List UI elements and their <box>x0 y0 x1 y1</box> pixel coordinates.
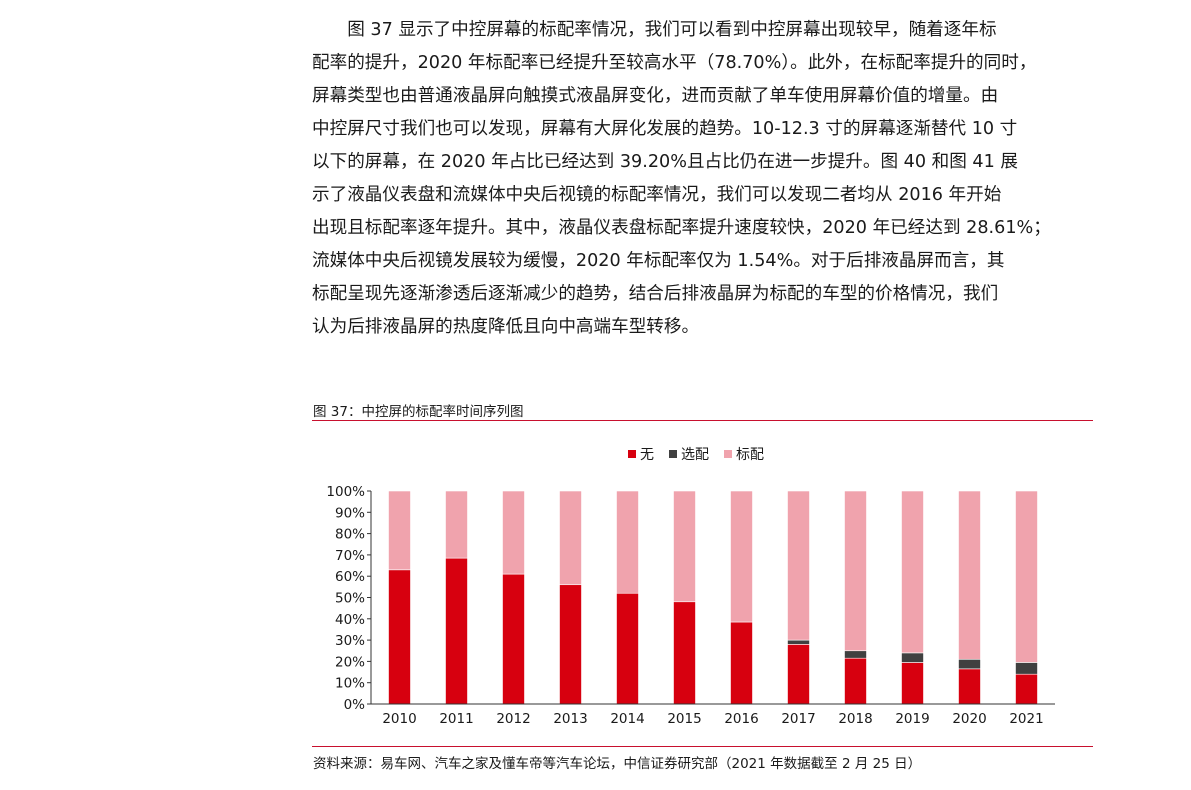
x-tick-label: 2011 <box>439 711 473 727</box>
x-tick-label: 2017 <box>781 711 815 727</box>
bar-segment-选配 <box>844 650 867 659</box>
figure-title: 图 37：中控屏的标配率时间序列图 <box>313 404 524 420</box>
figure-top-rule <box>312 420 1093 421</box>
paragraph-line: 屏幕类型也由普通液晶屏向触摸式液晶屏变化，进而贡献了单车使用屏幕价值的增量。由 <box>312 86 999 106</box>
y-tick-label: 30% <box>335 633 365 649</box>
bar-segment-标配 <box>445 490 468 559</box>
bar-stack-2012 <box>502 490 525 705</box>
figure-source: 资料来源：易车网、汽车之家及懂车帝等汽车论坛，中信证券研究部（2021 年数据截… <box>313 756 922 772</box>
x-tick-label: 2018 <box>838 711 872 727</box>
bar-stack-2014 <box>616 490 639 705</box>
legend-swatch <box>724 450 732 458</box>
bar-segment-无 <box>559 584 582 705</box>
y-tick-label: 100% <box>326 484 365 500</box>
legend-label: 标配 <box>736 447 764 463</box>
legend-swatch <box>628 450 636 458</box>
stacked-bar-chart: 无选配 标配 0%10%20%30%40%50%60%70%80%90%100% … <box>326 447 1055 727</box>
y-tick-label: 80% <box>335 527 365 543</box>
x-tick-label: 2015 <box>667 711 701 727</box>
y-tick-label: 20% <box>335 654 365 670</box>
bar-stack-2017 <box>787 490 810 705</box>
y-tick-label: 40% <box>335 612 365 628</box>
x-axis: 2010 2011 2012 2013 2014 2015 2016 2017 2018 2019… <box>371 703 1055 727</box>
bar-segment-无 <box>787 644 810 705</box>
bar-segment-标配 <box>388 490 411 571</box>
bar-segment-无 <box>673 601 696 705</box>
paragraph-line: 示了液晶仪表盘和流媒体中央后视镜的标配率情况，我们可以发现二者均从 2016 年… <box>312 185 1002 205</box>
bar-segment-无 <box>388 569 411 705</box>
bar-segment-无 <box>901 662 924 705</box>
x-tick-label: 2019 <box>895 711 929 727</box>
bar-stack-2019 <box>901 490 924 705</box>
legend-label: 选配 <box>681 447 709 463</box>
bar-segment-选配 <box>901 652 924 663</box>
bar-segment-标配 <box>901 490 924 654</box>
bar-segment-选配 <box>958 658 981 670</box>
bar-segment-标配 <box>958 490 981 660</box>
bar-stack-2018 <box>844 490 867 705</box>
paragraph-line: 配率的提升，2020 年标配率已经提升至较高水平（78.70%）。此外，在标配率… <box>312 53 1037 73</box>
paragraph-line: 认为后排液晶屏的热度降低且向中高端车型转移。 <box>312 317 700 337</box>
bar-segment-无 <box>1015 673 1038 705</box>
figure-bottom-rule <box>312 746 1093 747</box>
x-tick-label: 2013 <box>553 711 587 727</box>
y-axis: 0% 10% 20% 30% 40% 50% 60% 70% 80% 90% 100% <box>326 484 372 713</box>
body-paragraph: 图 37 显示了中控屏幕的标配率情况，我们可以看到中控屏幕出现较早，随着逐年标 … <box>312 14 1092 344</box>
x-tick-label: 2016 <box>724 711 758 727</box>
paragraph-line: 流媒体中央后视镜发展较为缓慢，2020 年标配率仅为 1.54%。对于后排液晶屏… <box>312 251 1005 271</box>
y-tick-label: 60% <box>335 569 365 585</box>
paragraph-line: 出现且标配率逐年提升。其中，液晶仪表盘标配率提升速度较快，2020 年已经达到 … <box>312 218 1051 238</box>
x-tick-label: 2012 <box>496 711 530 727</box>
bar-segment-标配 <box>730 490 753 623</box>
bar-segment-标配 <box>1015 490 1038 663</box>
bar-segment-标配 <box>787 490 810 641</box>
bar-stack-2013 <box>559 490 582 705</box>
bar-stack-2021 <box>1015 490 1038 705</box>
bar-stack-2015 <box>673 490 696 705</box>
bar-segment-无 <box>730 621 753 705</box>
bar-segment-无 <box>844 657 867 705</box>
paragraph-line: 中控屏尺寸我们也可以发现，屏幕有大屏化发展的趋势。10-12.3 寸的屏幕逐渐替… <box>312 119 1018 139</box>
bar-segment-无 <box>502 573 525 705</box>
y-tick-label: 10% <box>335 676 365 692</box>
x-tick-label: 2021 <box>1009 711 1043 727</box>
bar-stack-2010 <box>388 490 411 705</box>
bar-stack-2020 <box>958 490 981 705</box>
legend-swatch <box>669 450 677 458</box>
legend-item-标配: 标配 <box>724 447 764 463</box>
bar-stack-2016 <box>730 490 753 705</box>
bar-segment-标配 <box>844 490 867 652</box>
y-tick-label: 0% <box>344 697 366 713</box>
bar-segment-选配 <box>787 639 810 645</box>
legend-label: 无 <box>640 447 654 463</box>
bar-segment-无 <box>445 557 468 705</box>
y-tick-label: 50% <box>335 591 365 607</box>
paragraph-line: 图 37 显示了中控屏幕的标配率情况，我们可以看到中控屏幕出现较早，随着逐年标 <box>312 20 997 40</box>
y-tick-label: 90% <box>335 505 365 521</box>
bar-stack-2011 <box>445 490 468 705</box>
x-tick-label: 2010 <box>382 711 416 727</box>
bar-segment-无 <box>616 592 639 705</box>
bar-segment-标配 <box>616 490 639 594</box>
bar-segment-选配 <box>1015 662 1038 675</box>
bar-segment-标配 <box>502 490 525 575</box>
chart-container: 无选配 标配 0% 10% 20% 30% 40% 50% 60% 70% 80% 90% 100% … <box>312 421 1093 745</box>
paragraph-line: 以下的屏幕，在 2020 年占比已经达到 39.20%且占比仍在进一步提升。图 … <box>312 152 1019 172</box>
legend-item-选配: 选配 <box>669 447 709 463</box>
x-tick-label: 2014 <box>610 711 644 727</box>
paragraph-line: 标配呈现先逐渐渗透后逐渐减少的趋势，结合后排液晶屏为标配的车型的价格情况，我们 <box>312 284 999 304</box>
bars-group <box>388 490 1038 705</box>
bar-segment-标配 <box>673 490 696 603</box>
y-tick-label: 70% <box>335 548 365 564</box>
chart-legend: 无 选配 标配 <box>628 447 764 463</box>
x-tick-label: 2020 <box>952 711 986 727</box>
bar-segment-标配 <box>559 490 582 586</box>
bar-segment-无 <box>958 668 981 705</box>
legend-item-无: 无 <box>628 447 654 463</box>
